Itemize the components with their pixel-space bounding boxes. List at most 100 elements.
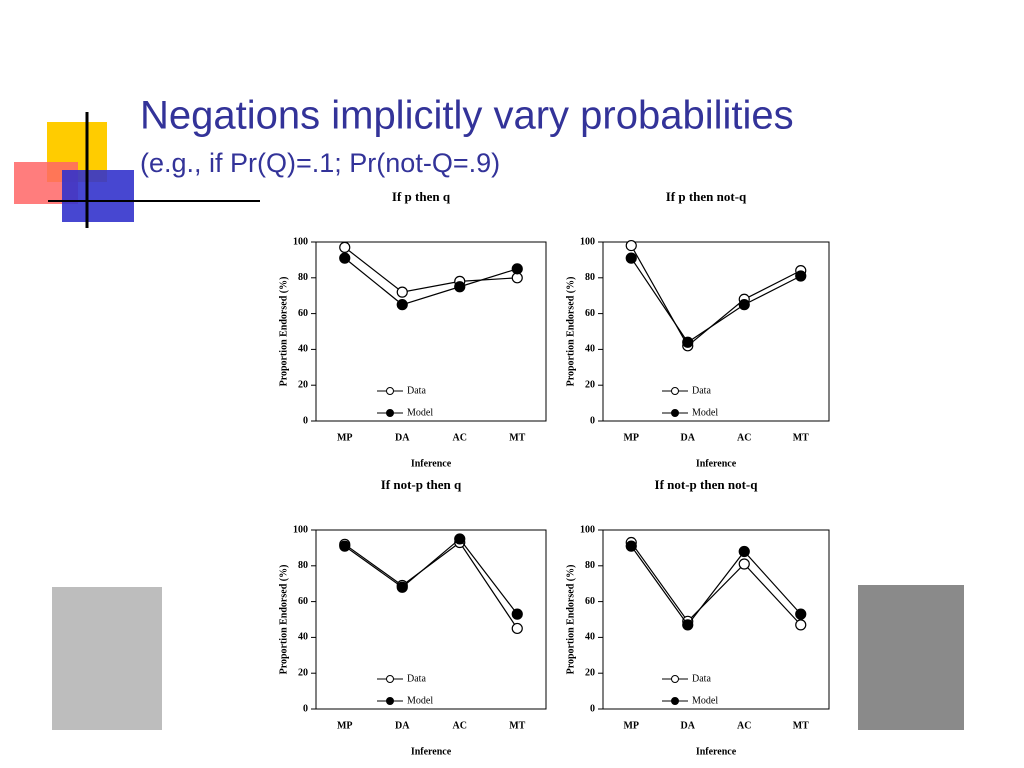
data-point xyxy=(396,286,408,298)
data-point xyxy=(625,540,637,552)
y-tick-label: 80 xyxy=(585,272,595,283)
data-point xyxy=(511,622,523,635)
legend-label: Model xyxy=(692,407,718,418)
y-tick-label: 80 xyxy=(298,272,308,283)
y-tick-label: 100 xyxy=(293,236,308,247)
charts: If p then q 0 20 40 60 80 100 Proportion Endors… xyxy=(278,189,830,757)
series-line xyxy=(344,257,518,306)
series-line xyxy=(630,245,802,347)
data-point xyxy=(795,270,807,282)
legend-marker xyxy=(671,387,679,395)
data-point xyxy=(511,263,523,275)
data-point xyxy=(738,558,750,570)
legend-marker xyxy=(671,697,679,705)
x-tick-label: MP xyxy=(623,432,639,443)
series-line xyxy=(344,246,518,293)
y-tick-label: 40 xyxy=(585,632,595,643)
y-tick-label: 20 xyxy=(585,667,595,678)
y-axis-label: Proportion Endorsed (%) xyxy=(565,565,576,675)
x-tick-label: AC xyxy=(737,432,751,443)
legend-label: Model xyxy=(407,695,433,706)
chart-title: If not-p then q xyxy=(381,477,462,492)
y-axis-label: Proportion Endorsed (%) xyxy=(278,565,289,675)
y-tick-label: 40 xyxy=(298,344,308,355)
series-line xyxy=(630,542,802,626)
x-tick-label: DA xyxy=(681,720,696,731)
x-tick-label: DA xyxy=(395,720,410,731)
x-tick-label: DA xyxy=(681,432,696,443)
y-tick-label: 100 xyxy=(580,236,595,247)
y-tick-label: 60 xyxy=(298,596,308,607)
y-tick-label: 0 xyxy=(590,415,595,426)
x-axis-label: Inference xyxy=(696,746,737,757)
legend-label: Model xyxy=(692,695,718,706)
data-point xyxy=(682,619,694,631)
data-point xyxy=(625,239,637,252)
legend-label: Model xyxy=(407,407,433,418)
x-tick-label: DA xyxy=(395,432,410,443)
x-axis-label: Inference xyxy=(696,458,737,469)
slide-subtitle: (e.g., if Pr(Q)=.1; Pr(not-Q=.9) xyxy=(140,148,500,178)
plot-frame xyxy=(315,529,547,710)
legend-label: Data xyxy=(407,385,426,396)
x-tick-label: AC xyxy=(453,432,467,443)
y-tick-label: 60 xyxy=(585,308,595,319)
y-tick-label: 40 xyxy=(298,632,308,643)
plot-frame xyxy=(602,241,830,422)
y-tick-label: 100 xyxy=(293,524,308,535)
plot-frame xyxy=(315,241,547,422)
data-point xyxy=(625,252,637,264)
legend-marker xyxy=(386,387,394,395)
data-point xyxy=(339,252,351,264)
x-tick-label: MP xyxy=(337,432,353,443)
y-tick-label: 0 xyxy=(303,415,308,426)
y-tick-label: 20 xyxy=(298,379,308,390)
legend-label: Data xyxy=(407,673,426,684)
data-point xyxy=(738,299,750,311)
data-point xyxy=(454,281,466,293)
portrait xyxy=(858,585,964,730)
legend-marker xyxy=(386,675,394,683)
data-point xyxy=(795,619,807,631)
plot-frame xyxy=(602,529,830,710)
portrait xyxy=(52,587,162,730)
series-line xyxy=(630,257,802,344)
legend-marker xyxy=(671,409,679,417)
series-line xyxy=(344,538,518,615)
chart-title: If p then q xyxy=(392,189,451,204)
data-point xyxy=(682,336,694,348)
x-tick-label: MT xyxy=(509,720,525,731)
chart-title: If p then not-q xyxy=(666,189,747,204)
y-tick-label: 0 xyxy=(590,703,595,714)
y-tick-label: 60 xyxy=(298,308,308,319)
data-point xyxy=(511,608,523,620)
y-tick-label: 80 xyxy=(298,560,308,571)
legend-marker xyxy=(386,697,394,705)
data-point xyxy=(396,581,408,593)
x-tick-label: MT xyxy=(793,432,809,443)
x-tick-label: AC xyxy=(737,720,751,731)
x-axis-label: Inference xyxy=(411,458,452,469)
legend-label: Data xyxy=(692,673,711,684)
data-point xyxy=(339,241,351,253)
legend-marker xyxy=(671,675,679,683)
y-tick-label: 60 xyxy=(585,596,595,607)
y-tick-label: 40 xyxy=(585,344,595,355)
y-axis-label: Proportion Endorsed (%) xyxy=(278,277,289,387)
legend-marker xyxy=(386,409,394,417)
series-line xyxy=(344,541,518,629)
x-tick-label: MT xyxy=(793,720,809,731)
data-point xyxy=(396,299,408,311)
y-tick-label: 0 xyxy=(303,703,308,714)
legend-label: Data xyxy=(692,385,711,396)
series-line xyxy=(630,545,802,626)
x-axis-label: Inference xyxy=(411,746,452,757)
y-tick-label: 20 xyxy=(585,379,595,390)
y-axis-label: Proportion Endorsed (%) xyxy=(565,277,576,387)
data-point xyxy=(339,540,351,552)
x-tick-label: AC xyxy=(453,720,467,731)
y-tick-label: 80 xyxy=(585,560,595,571)
x-tick-label: MP xyxy=(337,720,353,731)
chart-title: If not-p then not-q xyxy=(655,477,759,492)
